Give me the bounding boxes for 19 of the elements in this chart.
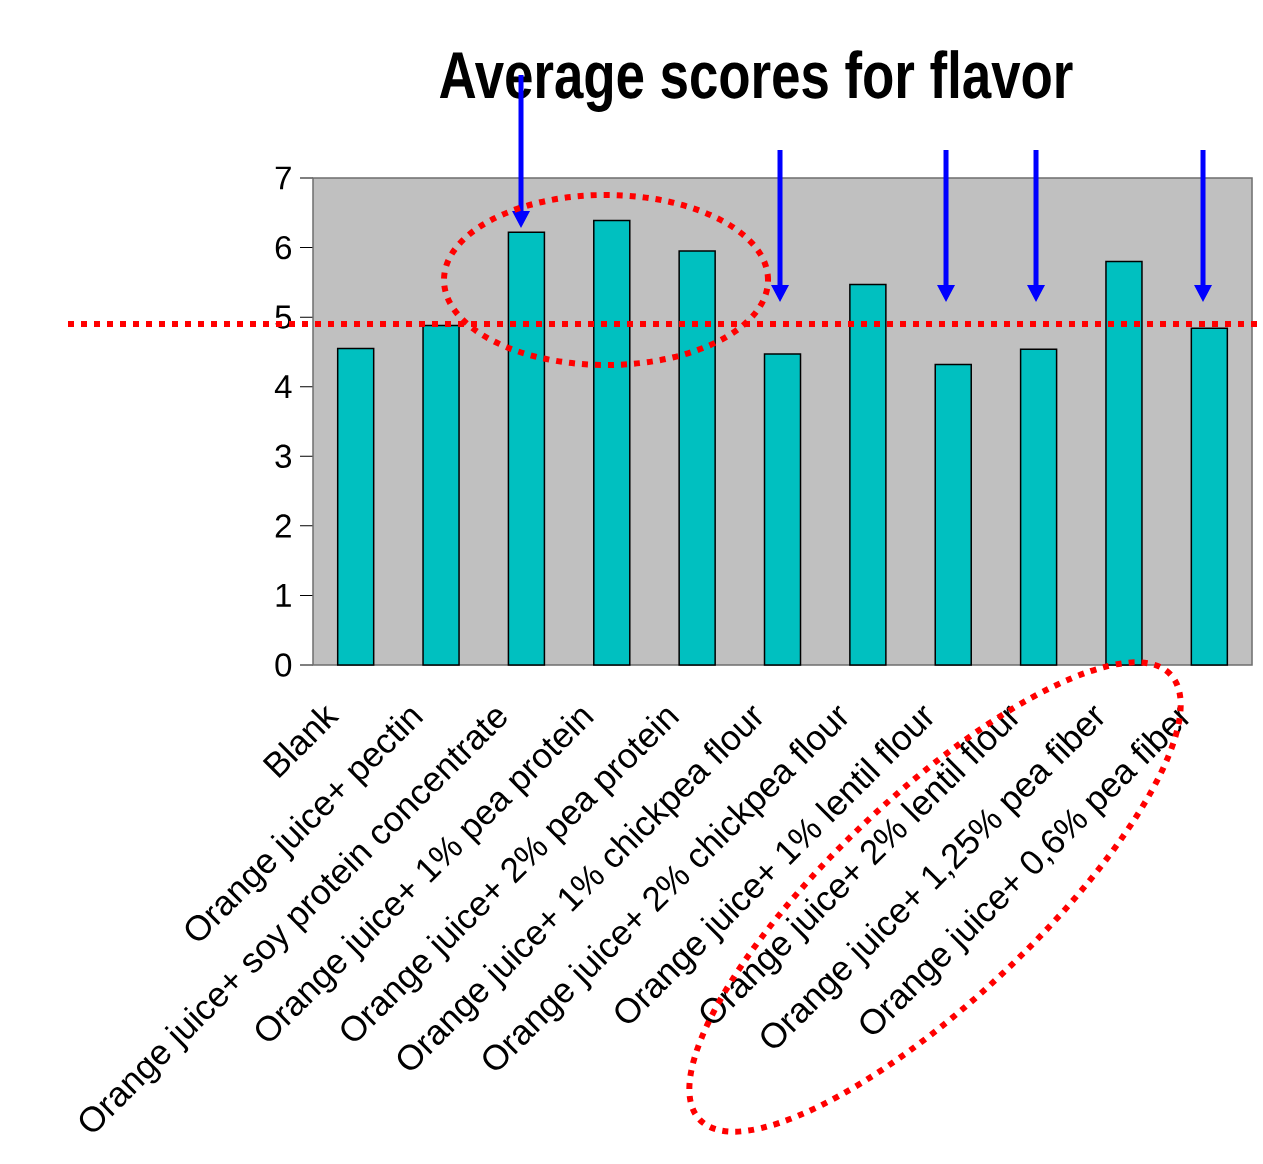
bar bbox=[1105, 260, 1143, 666]
bar bbox=[678, 250, 716, 666]
bar bbox=[593, 219, 631, 666]
y-tick-label: 2 bbox=[275, 514, 291, 538]
y-tick-label: 1 bbox=[276, 584, 291, 607]
bar bbox=[336, 347, 375, 666]
bar bbox=[1019, 348, 1058, 666]
bar bbox=[422, 324, 460, 666]
bar bbox=[849, 283, 887, 666]
chart-title: Average scores for flavor bbox=[439, 50, 1073, 112]
y-tick-label: 7 bbox=[275, 166, 291, 190]
y-tick-label: 6 bbox=[275, 235, 292, 260]
y-tick-label: 4 bbox=[274, 375, 292, 399]
bar bbox=[507, 231, 546, 666]
bar bbox=[763, 353, 802, 666]
y-tick-label: 0 bbox=[275, 653, 292, 677]
bar bbox=[934, 363, 972, 666]
bar bbox=[1190, 327, 1229, 666]
y-tick-label: 3 bbox=[275, 444, 292, 468]
